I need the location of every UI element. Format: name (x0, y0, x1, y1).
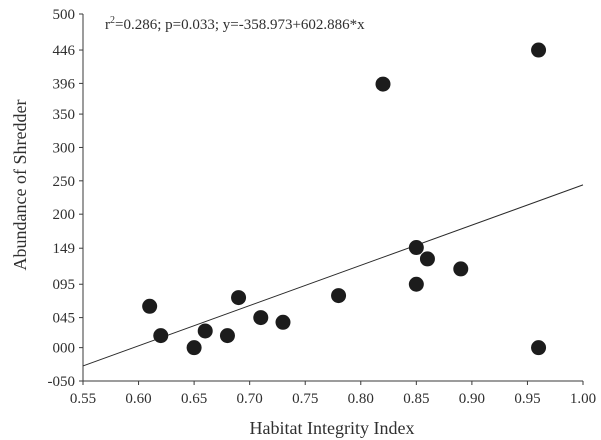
data-point (231, 290, 247, 306)
x-tick-label: 1.00 (570, 391, 596, 407)
annotation-text: =0.286; p=0.033; y=-358.973+602.886*x (115, 17, 365, 33)
y-tick-label: 446 (53, 43, 76, 59)
axes (82, 14, 583, 382)
x-tick-label: 0.90 (459, 391, 485, 407)
x-tick-label: 0.65 (181, 391, 207, 407)
x-tick-labels: 0.55 0.60 0.65 0.70 0.75 0.80 0.85 0.90 0.95 1.00 (70, 381, 596, 407)
data-point (531, 42, 547, 58)
data-point (453, 261, 469, 277)
data-point (153, 328, 169, 344)
x-tick-label: 0.85 (403, 391, 429, 407)
x-tick-label: 0.55 (70, 391, 96, 407)
regression-annotation: r2=0.286; p=0.033; y=-358.973+602.886*x (105, 15, 365, 33)
data-point (142, 298, 158, 314)
y-tick-label: 045 (53, 311, 76, 327)
data-point (275, 314, 291, 330)
data-point (219, 328, 235, 344)
x-tick-label: 0.80 (348, 391, 374, 407)
data-point (408, 276, 424, 292)
y-tick-label: 350 (53, 107, 76, 123)
data-point (331, 288, 347, 304)
data-point (253, 310, 269, 326)
y-tick-label: 396 (53, 76, 76, 92)
data-point (531, 340, 547, 356)
data-point (186, 340, 202, 356)
x-axis-label: Habitat Integrity Index (250, 418, 415, 438)
data-point (197, 323, 213, 339)
y-tick-labels: 500 446 396 350 300 250 200 149 095 045 000 -050 (48, 7, 83, 390)
y-tick-label: 095 (53, 277, 76, 293)
data-point (419, 251, 435, 267)
y-tick-label: 300 (53, 140, 76, 156)
x-tick-label: 0.60 (125, 391, 151, 407)
y-tick-label: -050 (48, 374, 76, 390)
data-points (142, 42, 547, 356)
x-tick-label: 0.75 (292, 391, 318, 407)
y-tick-label: 000 (53, 341, 76, 357)
y-tick-label: 149 (53, 241, 76, 257)
annotation-superscript: 2 (110, 15, 115, 26)
x-tick-label: 0.70 (237, 391, 263, 407)
x-tick-label: 0.95 (514, 391, 540, 407)
y-axis-label: Abundance of Shredder (10, 100, 30, 271)
y-tick-label: 200 (53, 207, 76, 223)
y-tick-label: 250 (53, 174, 76, 190)
annotation-prefix: r (105, 17, 110, 33)
y-tick-label: 500 (53, 7, 76, 23)
data-point (375, 76, 391, 92)
data-point (408, 240, 424, 256)
